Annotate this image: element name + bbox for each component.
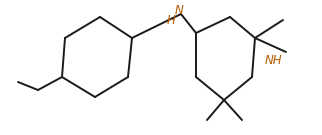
Text: N: N: [175, 4, 183, 16]
Text: H: H: [166, 14, 175, 26]
Text: NH: NH: [265, 53, 283, 67]
